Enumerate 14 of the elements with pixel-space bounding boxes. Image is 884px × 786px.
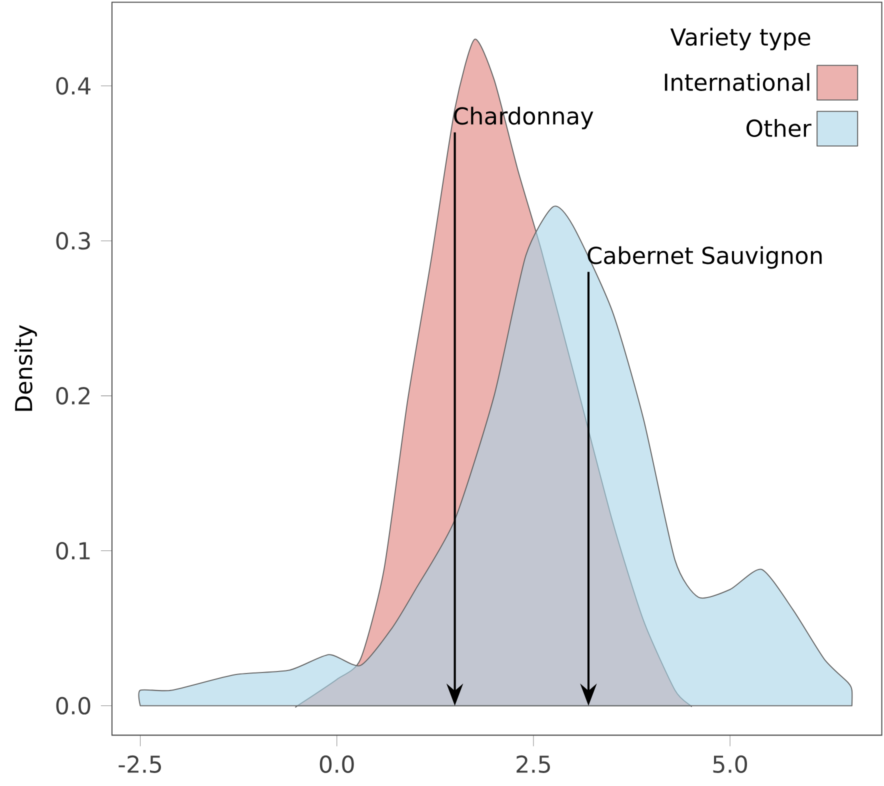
legend-label: International bbox=[664, 73, 810, 92]
legend-title: Variety type bbox=[670, 28, 810, 50]
y-tick-label: 0.4 bbox=[56, 77, 90, 95]
x-tick-label: 0.0 bbox=[320, 755, 354, 774]
annotation: Cabernet Sauvignon bbox=[588, 246, 822, 269]
y-tick-label: 0.3 bbox=[56, 232, 90, 250]
y-tick-label: 0.0 bbox=[56, 696, 90, 715]
x-tick-label: -2.5 bbox=[118, 755, 161, 774]
y-tick-label: 0.1 bbox=[56, 542, 90, 560]
x-tick-label: 5.0 bbox=[713, 755, 748, 774]
y-tick-label: 0.2 bbox=[56, 387, 90, 405]
legend-label: Other bbox=[746, 119, 812, 138]
y-axis-title: Density bbox=[14, 325, 37, 411]
x-tick-label: 2.5 bbox=[516, 755, 550, 774]
